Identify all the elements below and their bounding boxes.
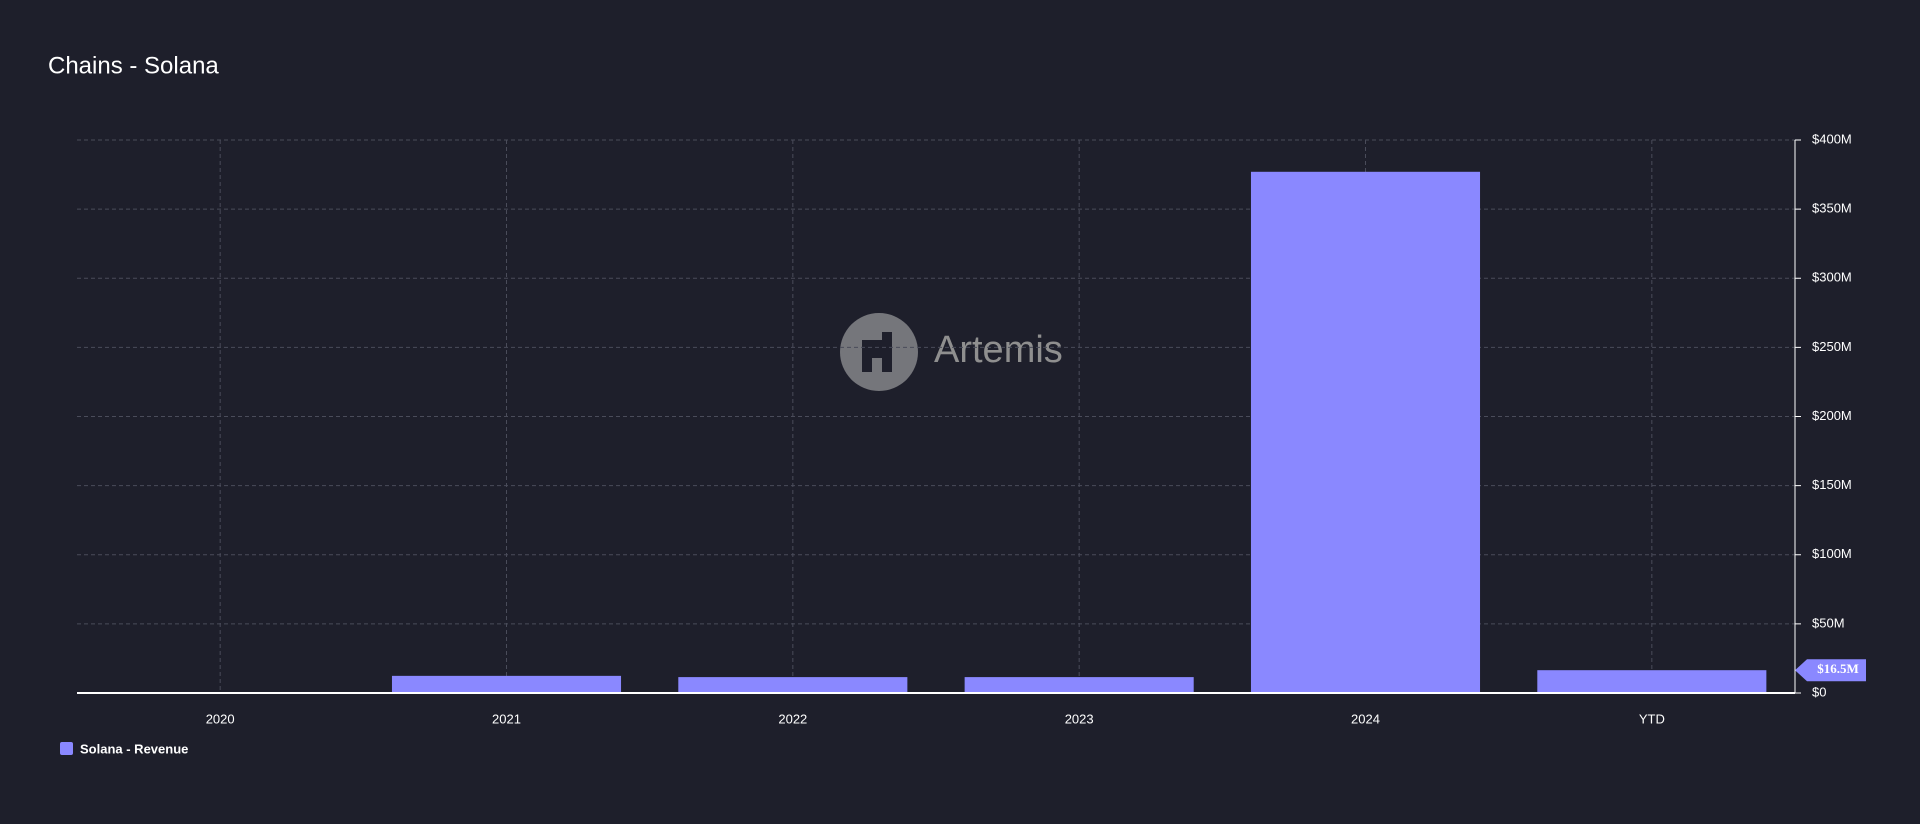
y-tick-label: $350M	[1812, 201, 1852, 216]
x-tick-label: 2021	[492, 711, 521, 726]
watermark-logo	[840, 313, 918, 391]
bar	[678, 677, 908, 693]
x-tick-label: 2020	[206, 711, 235, 726]
x-tick-label: YTD	[1639, 711, 1665, 726]
bar	[1537, 670, 1767, 693]
y-tick-label: $100M	[1812, 546, 1852, 561]
x-tick-label: 2022	[778, 711, 807, 726]
y-tick-label: $300M	[1812, 270, 1852, 285]
bar	[391, 675, 622, 693]
y-tick-label: $150M	[1812, 477, 1852, 492]
bar	[964, 677, 1194, 693]
x-tick-label: 2024	[1351, 711, 1380, 726]
legend-label: Solana - Revenue	[80, 741, 188, 756]
last-value-label: $16.5M	[1817, 661, 1859, 676]
x-tick-label: 2023	[1065, 711, 1094, 726]
chart-title: Chains - Solana	[48, 52, 219, 79]
legend-swatch	[60, 742, 73, 755]
y-tick-label: $50M	[1812, 615, 1845, 630]
y-tick-label: $400M	[1812, 131, 1852, 146]
y-tick-label: $0	[1812, 684, 1826, 699]
y-tick-label: $200M	[1812, 408, 1852, 423]
last-value-tag	[1795, 659, 1866, 682]
y-tick-label: $250M	[1812, 339, 1852, 354]
bar	[1250, 171, 1481, 694]
watermark-text: Artemis	[934, 329, 1063, 371]
